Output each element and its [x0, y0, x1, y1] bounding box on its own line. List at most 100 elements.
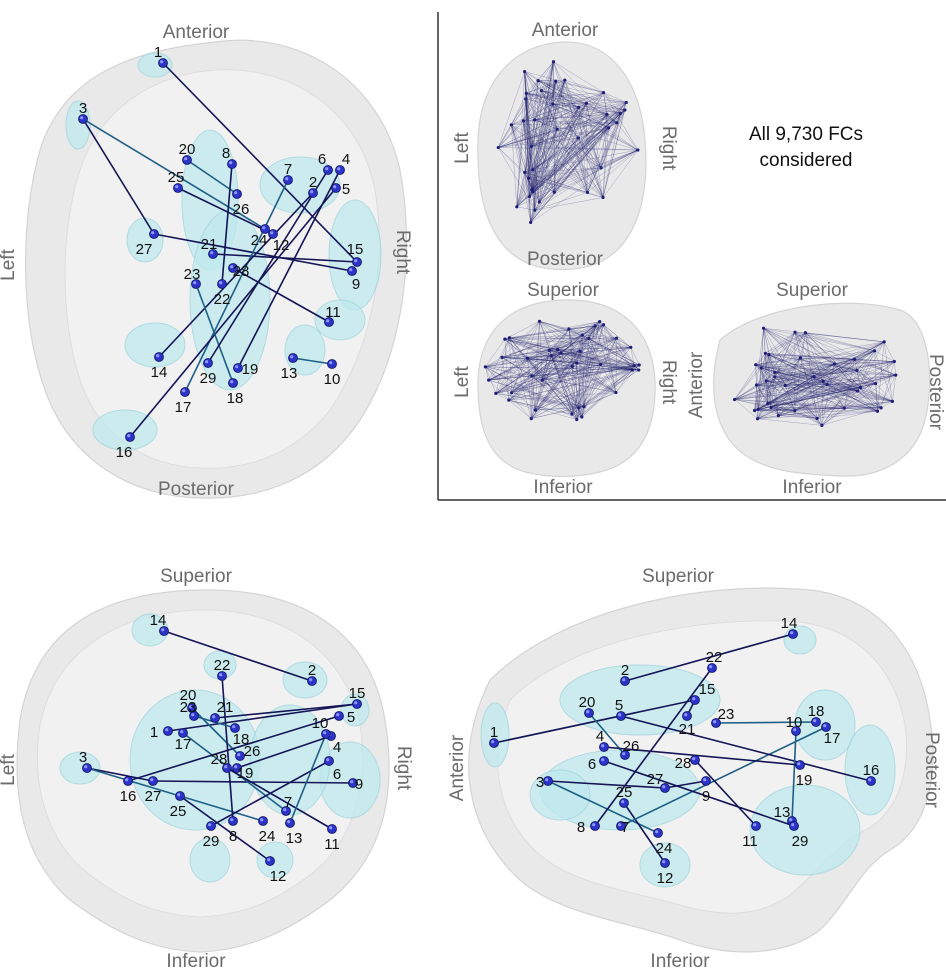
region-node-highlight: [234, 191, 238, 195]
fc-line: [495, 321, 540, 394]
region-node-highlight: [618, 823, 622, 827]
fc-node: [875, 409, 880, 413]
posterior-label: Posterior: [158, 479, 235, 500]
connection-3-27: [86, 767, 154, 782]
fc-node: [754, 363, 758, 367]
fc-line: [606, 114, 617, 123]
fc-line: [856, 370, 896, 376]
roi-blob: [65, 100, 91, 150]
region-label-7: 7: [284, 794, 292, 811]
region-node-highlight: [219, 281, 223, 285]
fc-line: [588, 338, 635, 366]
fc-line: [794, 332, 835, 364]
region-node-highlight: [150, 778, 154, 782]
region-label-9: 9: [355, 776, 363, 793]
fc-line: [586, 103, 602, 168]
fc-line: [557, 349, 573, 415]
fc-line: [532, 127, 609, 192]
fc-line: [552, 61, 554, 105]
region-label-28: 28: [675, 755, 692, 772]
roi-blob: [340, 693, 370, 727]
fc-line: [576, 338, 590, 364]
fc-line: [844, 390, 858, 409]
region-node-highlight: [160, 60, 164, 64]
fc-line: [603, 92, 638, 151]
fc-line: [485, 366, 532, 419]
fc-node: [567, 327, 571, 331]
region-label-15: 15: [349, 685, 366, 702]
all-fc-panel: Anterior Posterior Left Right All 9,730 …: [437, 12, 946, 501]
fc-line: [734, 399, 758, 419]
connection-20-26: [186, 159, 238, 195]
fc-line: [755, 357, 801, 365]
fc-line: [774, 363, 835, 373]
fc-line: [884, 341, 895, 362]
fc-line: [576, 362, 583, 417]
fc-line: [501, 321, 540, 358]
fc-line: [539, 103, 587, 203]
fc-line: [525, 98, 553, 105]
region-node-highlight: [622, 678, 626, 682]
region-node-26: [232, 189, 242, 199]
fc-node: [759, 366, 763, 370]
region-node-5: [331, 183, 341, 193]
fc-line: [532, 369, 639, 376]
fc-line: [501, 357, 509, 401]
fc-line: [785, 385, 795, 411]
region-node-21: [682, 711, 692, 721]
region-label-22: 22: [706, 649, 723, 666]
fc-node: [483, 365, 487, 369]
fc-line: [581, 364, 640, 418]
fc-line: [532, 375, 536, 411]
fc-line: [856, 341, 885, 371]
fc-line: [557, 328, 570, 350]
fc-line: [553, 61, 617, 123]
fc-node: [599, 362, 603, 367]
fc-line: [539, 321, 631, 348]
fc-line: [531, 114, 607, 147]
fc-line: [578, 92, 604, 139]
region-label-25: 25: [616, 784, 633, 801]
fc-node: [577, 406, 581, 410]
mini-inferior-label: Inferior: [533, 477, 593, 498]
region-label-2: 2: [621, 662, 629, 679]
region-node-highlight: [175, 185, 179, 189]
fc-line: [756, 384, 768, 404]
fc-node: [487, 378, 491, 382]
fc-line: [529, 114, 608, 197]
region-label-18: 18: [808, 703, 825, 720]
region-node-highlight: [703, 778, 707, 782]
fc-node: [582, 405, 586, 409]
region-label-29: 29: [200, 370, 217, 387]
fc-node: [537, 200, 541, 204]
fc-line: [523, 120, 617, 123]
fc-line: [516, 178, 529, 207]
fc-line: [531, 114, 608, 190]
region-node-5: [334, 711, 344, 721]
fc-node: [537, 319, 542, 323]
fc-node: [842, 406, 846, 410]
fc-node: [776, 414, 780, 418]
region-node-highlight: [325, 167, 329, 171]
fc-line: [524, 71, 588, 193]
sagittal-anterior-label: Anterior: [447, 734, 468, 801]
fc-node: [890, 399, 895, 403]
fc-line: [535, 366, 573, 411]
region-label-5: 5: [347, 709, 355, 726]
region-node-highlight: [662, 785, 666, 789]
fc-line: [767, 403, 818, 419]
fc-line: [539, 321, 562, 353]
region-node-1: [163, 726, 173, 736]
region-label-5: 5: [615, 697, 623, 714]
region-node-12: [660, 858, 670, 868]
fc-line: [534, 103, 554, 211]
fc-line: [603, 324, 639, 371]
fc-line: [539, 114, 608, 203]
region-node-highlight: [177, 793, 181, 797]
fc-line: [516, 206, 535, 211]
fc-line: [576, 324, 604, 420]
fc-line: [537, 80, 579, 139]
fc-line: [758, 353, 766, 410]
connection-3-24: [82, 118, 266, 230]
region-label-21: 21: [217, 699, 234, 716]
